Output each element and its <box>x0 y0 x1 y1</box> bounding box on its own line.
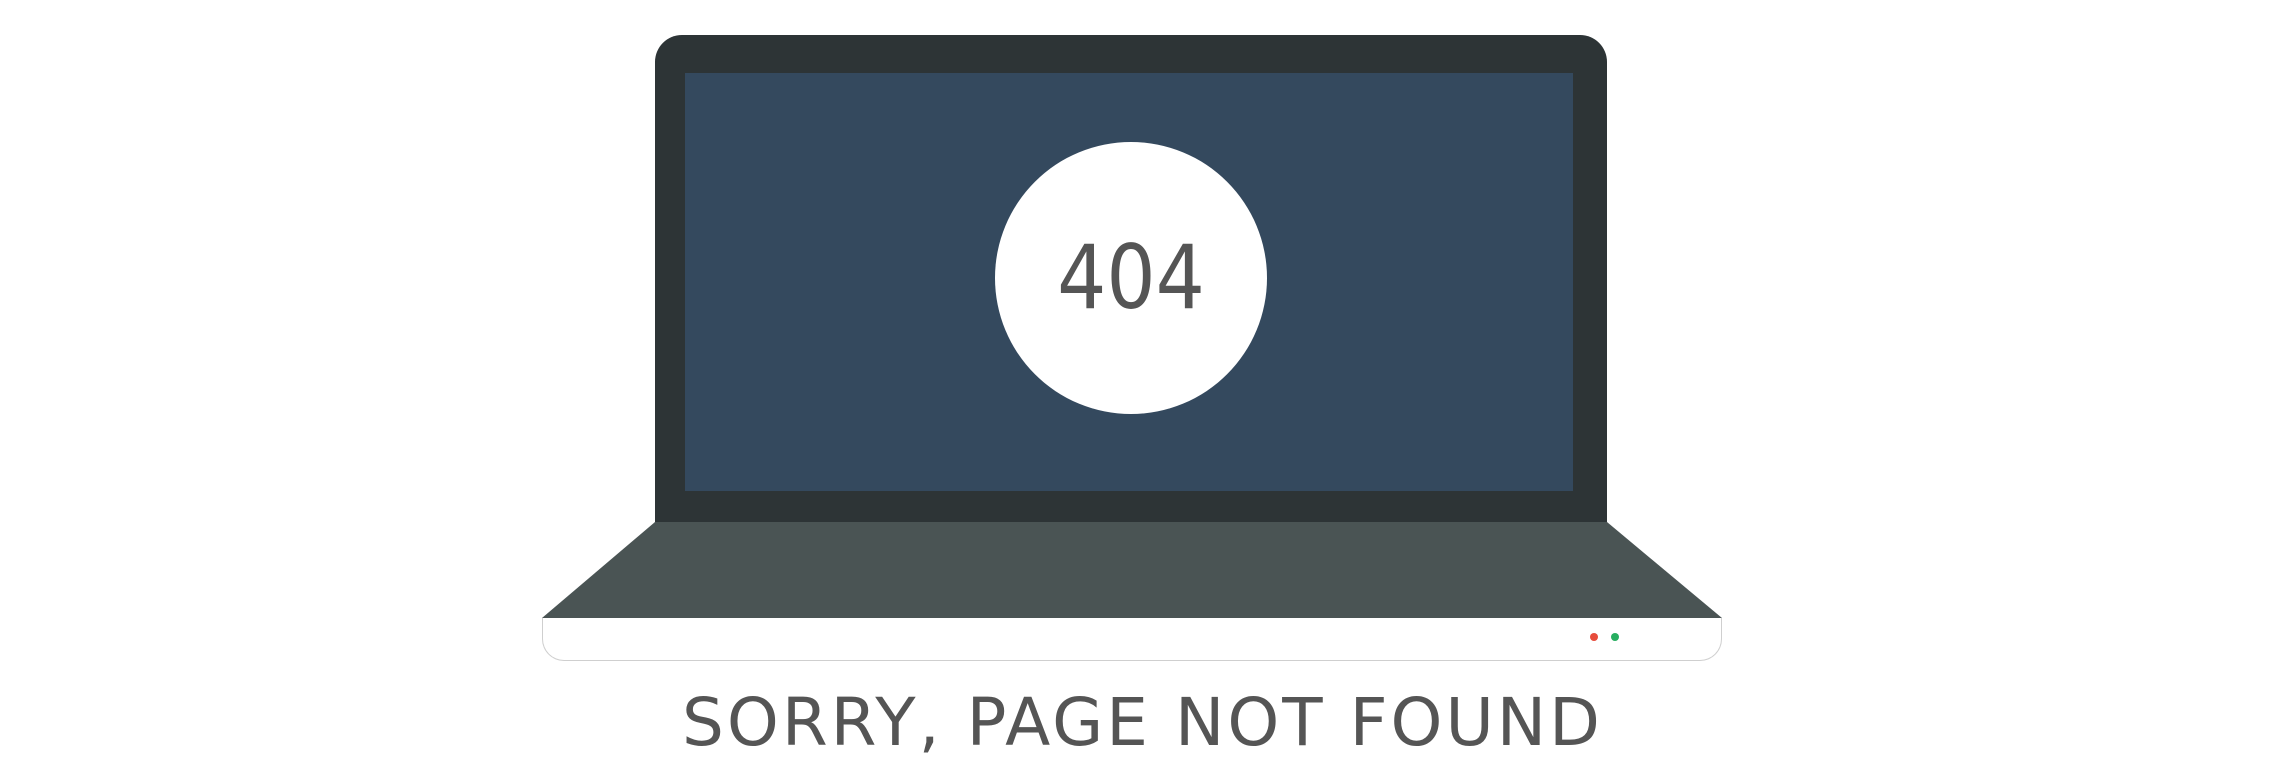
red-indicator-light-icon <box>1590 633 1598 641</box>
laptop-lid: 404 <box>655 35 1607 522</box>
error-code: 404 <box>1057 226 1205 329</box>
green-indicator-light-icon <box>1611 633 1619 641</box>
not-found-message: SORRY, PAGE NOT FOUND <box>681 684 1604 761</box>
laptop-base <box>542 618 1722 661</box>
error-circle: 404 <box>995 142 1267 414</box>
laptop-screen: 404 <box>685 73 1573 491</box>
